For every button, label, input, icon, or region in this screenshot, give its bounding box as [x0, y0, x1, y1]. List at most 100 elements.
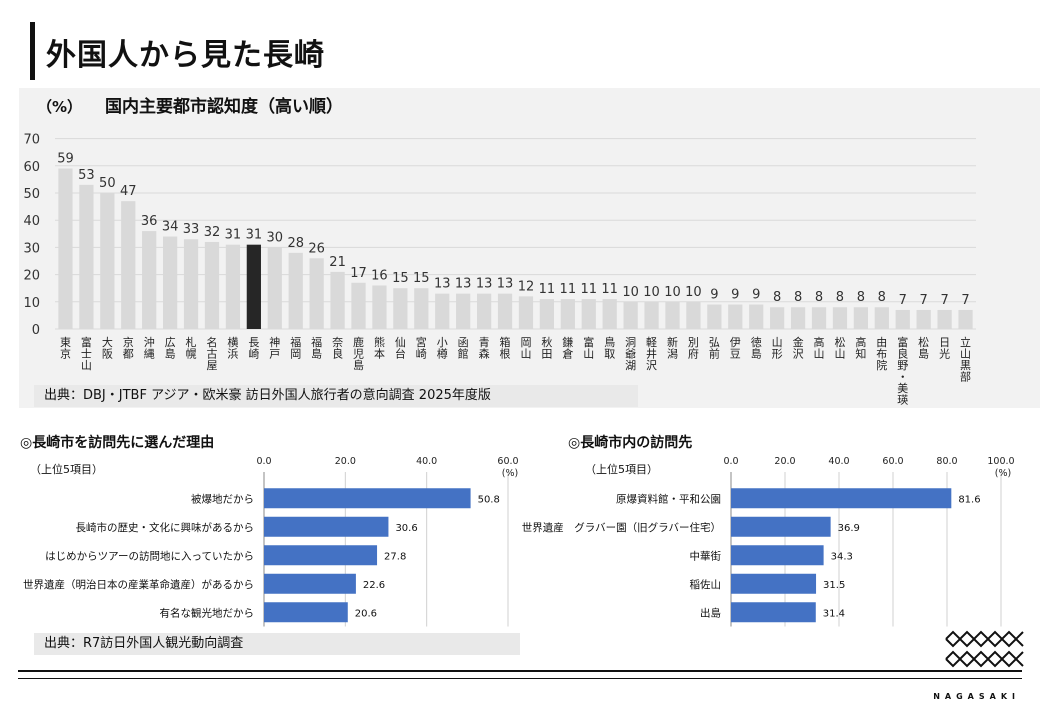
data-label: 8	[773, 290, 781, 305]
data-label: 13	[434, 277, 451, 292]
x-tick-label: 神戸	[269, 335, 280, 361]
bar	[435, 293, 450, 329]
data-label: 7	[899, 293, 907, 308]
x-tick-label: 鎌倉	[562, 335, 573, 361]
x-tick-label: 80.0	[936, 456, 957, 467]
data-label: 9	[731, 288, 739, 303]
data-label: 30	[267, 230, 284, 245]
data-label: 15	[392, 271, 409, 286]
data-label: 8	[836, 290, 844, 305]
data-label: 34	[162, 220, 179, 235]
x-tick-label: 函館	[458, 336, 469, 361]
data-label: 15	[413, 271, 430, 286]
bar	[267, 247, 282, 329]
bar	[581, 299, 596, 329]
bar	[731, 545, 824, 566]
data-label: 7	[961, 293, 969, 308]
bar	[264, 602, 348, 623]
data-label: 8	[815, 290, 823, 305]
x-tick-label: 100.0	[987, 456, 1014, 467]
x-tick-label: 横浜	[227, 335, 238, 361]
x-tick-label: 富山	[583, 335, 594, 361]
x-tick-label: 宮崎	[416, 335, 427, 361]
unit-label: (%)	[502, 468, 518, 479]
bar	[728, 304, 743, 329]
data-label: 8	[794, 290, 802, 305]
x-tick-label: 高知	[855, 335, 866, 361]
bar	[121, 201, 136, 329]
footer-rule-top	[18, 670, 1022, 672]
x-tick-label: 奈良	[332, 335, 343, 361]
page-title: 外国人から見た長崎	[46, 38, 325, 73]
bar	[476, 293, 492, 329]
x-tick-label: 弘前	[709, 336, 720, 361]
x-tick-label: 40.0	[416, 456, 437, 467]
bar	[497, 293, 513, 329]
footer-brand: NAGASAKI	[933, 692, 1020, 701]
y-tick-label: 70	[23, 133, 40, 148]
data-label: 36	[141, 214, 158, 229]
data-label: 8	[857, 290, 865, 305]
bar	[707, 304, 722, 329]
bar	[644, 301, 659, 329]
bar	[264, 516, 389, 537]
bar	[309, 258, 324, 329]
bar	[183, 239, 199, 329]
data-label: 33	[183, 222, 200, 237]
data-label: 10	[622, 285, 639, 300]
x-tick-label: 長崎	[248, 336, 259, 361]
data-label: 12	[518, 279, 535, 294]
category-label: 中華街	[690, 549, 722, 562]
bar	[749, 304, 764, 329]
data-label: 10	[643, 285, 660, 300]
x-tick-label: 大阪	[102, 335, 113, 361]
x-tick-label: 熊本	[374, 335, 385, 361]
data-label: 13	[476, 277, 493, 292]
x-tick-label: 軽井沢	[646, 336, 657, 372]
data-label: 9	[752, 288, 760, 303]
bar	[874, 307, 889, 329]
data-label: 10	[685, 285, 702, 300]
data-label: 10	[664, 285, 681, 300]
x-tick-label: 新潟	[667, 335, 678, 361]
bar	[142, 231, 157, 329]
data-label: 11	[580, 282, 597, 297]
bar	[539, 299, 555, 329]
x-tick-label: 60.0	[497, 456, 518, 467]
x-tick-label: 箱根	[500, 335, 511, 361]
bar	[731, 516, 831, 537]
y-tick-label: 30	[23, 241, 40, 256]
x-tick-label: 金沢	[793, 335, 804, 361]
data-label: 7	[920, 293, 928, 308]
data-label: 30.6	[395, 523, 417, 534]
x-tick-label: 東京	[60, 336, 71, 361]
bar	[456, 293, 471, 329]
visit-chart-title: ◎長崎市内の訪問先	[568, 435, 693, 451]
data-label: 13	[497, 277, 514, 292]
bar	[958, 309, 973, 329]
data-label: 36.9	[838, 523, 860, 534]
data-label: 31	[225, 228, 242, 243]
bar	[225, 244, 241, 329]
bar	[393, 288, 408, 329]
data-label: 21	[329, 255, 346, 270]
x-tick-label: 20.0	[335, 456, 356, 467]
x-tick-label: 青森	[479, 336, 490, 361]
bar	[264, 573, 356, 594]
bar	[372, 285, 387, 329]
x-tick-label: 京都	[123, 335, 134, 361]
x-tick-label: 由布院	[876, 335, 887, 372]
data-label: 28	[287, 236, 304, 251]
reason-chart-note: （上位5項目）	[30, 463, 103, 476]
x-tick-label: 洞爺湖	[625, 336, 636, 372]
category-label: 被爆地だから	[191, 492, 254, 505]
title-accent-bar	[30, 22, 35, 80]
data-label: 20.6	[355, 608, 377, 619]
x-tick-label: 0.0	[723, 456, 738, 467]
category-label: 世界遺産（明治日本の産業革命遺産）があるから	[23, 578, 254, 591]
main-chart-unit: （%）	[37, 98, 83, 116]
data-label: 50.8	[478, 494, 500, 505]
category-label: 世界遺産 グラバー園（旧グラバー住宅）	[522, 521, 721, 534]
x-tick-label: 徳島	[751, 336, 762, 361]
